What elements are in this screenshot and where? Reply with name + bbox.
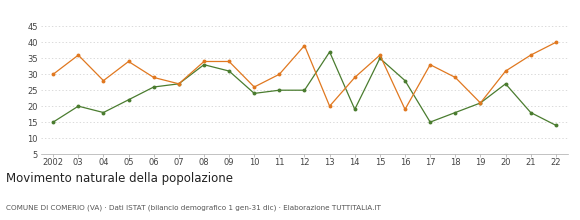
Nascite	[452, 111, 459, 114]
Nascite	[75, 105, 82, 108]
Nascite	[301, 89, 308, 92]
Decessi	[427, 63, 434, 66]
Nascite	[150, 86, 157, 88]
Nascite	[427, 121, 434, 123]
Decessi	[175, 82, 182, 85]
Decessi	[301, 44, 308, 47]
Text: COMUNE DI COMERIO (VA) · Dati ISTAT (bilancio demografico 1 gen-31 dic) · Elabor: COMUNE DI COMERIO (VA) · Dati ISTAT (bil…	[6, 205, 380, 211]
Nascite	[502, 82, 509, 85]
Nascite	[100, 111, 107, 114]
Decessi	[401, 108, 408, 111]
Decessi	[50, 73, 57, 76]
Nascite	[201, 63, 208, 66]
Nascite	[175, 82, 182, 85]
Decessi	[376, 54, 383, 57]
Decessi	[276, 73, 283, 76]
Decessi	[552, 41, 559, 44]
Nascite	[351, 108, 358, 111]
Decessi	[527, 54, 534, 57]
Decessi	[150, 76, 157, 79]
Decessi	[452, 76, 459, 79]
Nascite	[401, 79, 408, 82]
Text: Movimento naturale della popolazione: Movimento naturale della popolazione	[6, 172, 233, 185]
Decessi	[326, 105, 333, 108]
Decessi	[201, 60, 208, 63]
Line: Decessi: Decessi	[51, 40, 558, 111]
Decessi	[477, 102, 484, 104]
Nascite	[376, 57, 383, 60]
Decessi	[226, 60, 233, 63]
Decessi	[502, 70, 509, 72]
Nascite	[477, 102, 484, 104]
Line: Nascite: Nascite	[51, 50, 558, 127]
Nascite	[552, 124, 559, 127]
Nascite	[326, 51, 333, 53]
Nascite	[276, 89, 283, 92]
Nascite	[125, 99, 132, 101]
Nascite	[527, 111, 534, 114]
Decessi	[100, 79, 107, 82]
Decessi	[125, 60, 132, 63]
Decessi	[251, 86, 258, 88]
Decessi	[75, 54, 82, 57]
Decessi	[351, 76, 358, 79]
Nascite	[251, 92, 258, 95]
Nascite	[50, 121, 57, 123]
Nascite	[226, 70, 233, 72]
